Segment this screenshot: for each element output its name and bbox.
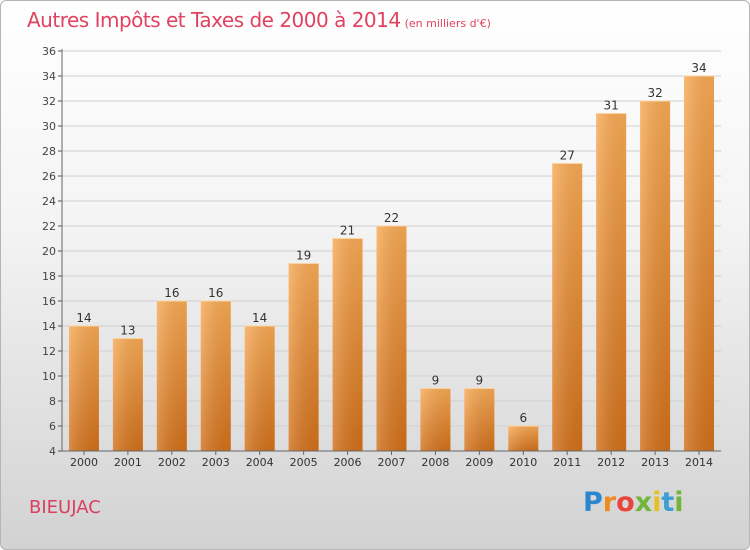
y-tick-label: 6: [49, 420, 56, 433]
bar-shade-2012: [596, 113, 627, 451]
x-tick-label: 2000: [70, 456, 98, 469]
bar-shade-2010: [508, 426, 539, 451]
x-tick-label: 2002: [158, 456, 186, 469]
value-label: 16: [208, 286, 223, 300]
bar-shade-2008: [420, 388, 451, 451]
x-tick-label: 2004: [246, 456, 274, 469]
bar-shade-2002: [156, 301, 187, 451]
y-tick-label: 20: [42, 245, 56, 258]
value-label: 34: [691, 61, 706, 75]
commune-name: BIEUJAC: [29, 497, 101, 518]
bar-shade-2003: [200, 301, 231, 451]
y-tick-label: 24: [42, 195, 56, 208]
bar-shade-2009: [464, 388, 495, 451]
bar-shade-2005: [288, 263, 319, 451]
value-label: 13: [120, 324, 135, 338]
value-label: 16: [164, 286, 179, 300]
y-tick-label: 14: [42, 320, 56, 333]
y-tick-label: 34: [42, 70, 56, 83]
x-tick-label: 2007: [378, 456, 406, 469]
y-tick-label: 28: [42, 145, 56, 158]
proxiti-logo: Proxiti: [583, 487, 684, 518]
bar-shade-2006: [332, 238, 363, 451]
value-label: 9: [432, 374, 440, 388]
value-label: 27: [560, 149, 575, 163]
y-tick-label: 32: [42, 95, 56, 108]
bar-layer: 14 13 16 16 14 19 21 22 9 9 6 27 31 32 34: [68, 61, 715, 451]
y-tick-label: 22: [42, 220, 56, 233]
x-tick-label: 2008: [421, 456, 449, 469]
y-tick-label: 30: [42, 120, 56, 133]
bar-shade-2014: [684, 76, 715, 451]
bar-shade-2007: [376, 226, 407, 451]
x-tick-label: 2001: [114, 456, 142, 469]
value-label: 6: [519, 411, 527, 425]
x-tick-label: 2006: [334, 456, 362, 469]
y-tick-label: 10: [42, 370, 56, 383]
x-tick-label: 2009: [465, 456, 493, 469]
y-tick-label: 18: [42, 270, 56, 283]
x-tick-label: 2011: [553, 456, 581, 469]
value-label: 9: [476, 374, 484, 388]
bar-shade-2004: [244, 326, 275, 451]
value-label: 14: [252, 311, 267, 325]
chart-title: Autres Impôts et Taxes de 2000 à 2014 (en…: [27, 8, 491, 32]
x-tick-label: 2013: [641, 456, 669, 469]
bar-shade-2013: [640, 101, 671, 451]
x-tick-label: 2003: [202, 456, 230, 469]
value-label: 22: [384, 211, 399, 225]
y-tick-label: 16: [42, 295, 56, 308]
y-tick-label: 4: [49, 445, 56, 458]
bar-shade-2011: [552, 163, 583, 451]
value-label: 31: [604, 99, 619, 113]
y-tick-label: 36: [42, 45, 56, 58]
y-tick-label: 8: [49, 395, 56, 408]
y-tick-label: 12: [42, 345, 56, 358]
x-tick-label: 2012: [597, 456, 625, 469]
value-label: 14: [76, 311, 91, 325]
x-tick-label: 2010: [509, 456, 537, 469]
bar-shade-2001: [112, 338, 143, 451]
x-tick-label: 2014: [685, 456, 713, 469]
bar-shade-2000: [68, 326, 99, 451]
value-label: 19: [296, 249, 311, 263]
value-label: 32: [647, 86, 662, 100]
x-tick-label: 2005: [290, 456, 318, 469]
y-tick-label: 26: [42, 170, 56, 183]
subtitle-text: (en milliers d'€): [404, 17, 491, 30]
title-text: Autres Impôts et Taxes de 2000 à 2014: [27, 8, 401, 32]
value-label: 21: [340, 224, 355, 238]
axis-layer: 4 6 8 10 12 14 16 18 20 22 24 26 28 30 32 34 36 2000 2001 2…: [42, 45, 721, 469]
